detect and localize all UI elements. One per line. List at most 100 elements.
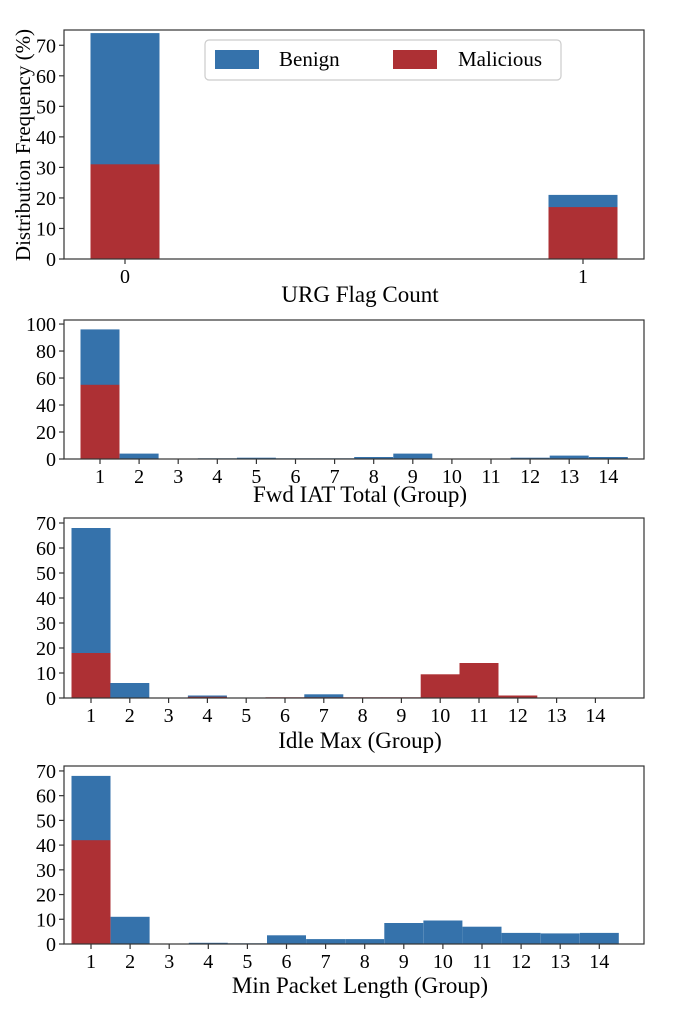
y-tick-label: 60 <box>36 538 56 560</box>
x-tick-label: 4 <box>212 466 222 488</box>
benign-bar-6 <box>267 935 306 944</box>
y-tick-label: 40 <box>36 395 56 417</box>
x-tick-label: 14 <box>598 466 618 488</box>
malicious-bar-12 <box>498 695 538 698</box>
legend-malicious-swatch <box>393 50 437 69</box>
x-tick-label: 3 <box>173 466 183 488</box>
benign-bar-7 <box>304 694 344 699</box>
benign-bar-9 <box>393 453 433 459</box>
y-tick-label: 10 <box>36 909 56 931</box>
x-tick-label: 11 <box>481 466 500 488</box>
x-tick-label: 14 <box>589 951 609 973</box>
x-tick-label: 13 <box>550 951 570 973</box>
legend-benign-swatch <box>215 50 259 69</box>
x-tick-label: 3 <box>164 705 174 727</box>
malicious-bar-1 <box>80 384 120 459</box>
x-tick-label: 9 <box>396 705 406 727</box>
x-axis-label: URG Flag Count <box>281 282 439 307</box>
y-tick-label: 40 <box>36 835 56 857</box>
x-tick-label: 11 <box>472 951 491 973</box>
y-tick-label: 40 <box>36 127 56 149</box>
y-tick-label: 50 <box>36 563 56 585</box>
x-tick-label: 10 <box>442 466 462 488</box>
benign-bar-14 <box>579 932 619 944</box>
x-tick-label: 0 <box>120 266 130 288</box>
benign-bar-11 <box>462 926 502 944</box>
x-tick-label: 2 <box>134 466 144 488</box>
y-tick-label: 20 <box>36 638 56 660</box>
x-tick-label: 13 <box>559 466 579 488</box>
plot-frame <box>63 765 645 945</box>
y-tick-label: 50 <box>36 810 56 832</box>
y-tick-label: 0 <box>46 688 56 710</box>
x-tick-label: 8 <box>358 705 368 727</box>
malicious-bar-1 <box>71 840 111 944</box>
benign-bar-14 <box>588 457 628 459</box>
x-tick-label: 9 <box>399 951 409 973</box>
malicious-bar-11 <box>459 663 499 698</box>
y-tick-label: 30 <box>36 157 56 179</box>
y-tick-label: 60 <box>36 66 56 88</box>
plot-frame <box>63 29 645 260</box>
y-tick-label: 70 <box>36 513 56 535</box>
legend: Benign Malicious <box>204 39 562 81</box>
x-tick-label: 14 <box>585 705 605 727</box>
legend-frame <box>204 39 562 81</box>
benign-bar-12 <box>501 932 541 944</box>
y-tick-label: 20 <box>36 885 56 907</box>
x-tick-label: 10 <box>430 705 450 727</box>
benign-bar-5 <box>236 457 276 459</box>
y-tick-label: 20 <box>36 188 56 210</box>
benign-bar-8 <box>354 457 394 459</box>
x-tick-label: 8 <box>369 466 379 488</box>
x-tick-label: 6 <box>280 705 290 727</box>
y-tick-label: 60 <box>36 786 56 808</box>
x-tick-label: 4 <box>202 705 212 727</box>
y-tick-label: 60 <box>36 368 56 390</box>
y-tick-label: 30 <box>36 860 56 882</box>
x-tick-label: 4 <box>203 951 213 973</box>
x-tick-label: 1 <box>578 266 588 288</box>
y-tick-label: 10 <box>36 663 56 685</box>
benign-bar-2 <box>110 683 150 698</box>
malicious-bar-1 <box>548 207 618 259</box>
x-tick-label: 5 <box>251 466 261 488</box>
malicious-bar-10 <box>420 674 460 699</box>
x-tick-label: 12 <box>508 705 528 727</box>
x-tick-label: 12 <box>520 466 540 488</box>
y-tick-label: 50 <box>36 96 56 118</box>
x-tick-label: 7 <box>321 951 331 973</box>
legend-benign-label: Benign <box>279 47 340 71</box>
x-tick-label: 7 <box>319 705 329 727</box>
x-axis-label: Fwd IAT Total (Group) <box>253 482 467 507</box>
x-tick-label: 12 <box>511 951 531 973</box>
benign-bar-7 <box>306 939 346 944</box>
x-tick-label: 1 <box>86 705 96 727</box>
x-tick-label: 3 <box>164 951 174 973</box>
x-tick-label: 6 <box>291 466 301 488</box>
malicious-bar-0 <box>90 164 160 259</box>
malicious-bar-1 <box>71 653 111 698</box>
benign-bar-10 <box>423 920 463 944</box>
benign-bar-8 <box>345 939 385 944</box>
x-tick-label: 5 <box>241 705 251 727</box>
y-tick-label: 70 <box>36 761 56 783</box>
y-axis-label: Distribution Frequency (%) <box>11 29 35 261</box>
y-tick-label: 70 <box>36 35 56 57</box>
y-tick-label: 0 <box>46 449 56 471</box>
y-tick-label: 20 <box>36 422 56 444</box>
benign-bar-13 <box>549 455 589 459</box>
y-tick-label: 40 <box>36 588 56 610</box>
y-tick-label: 10 <box>36 218 56 240</box>
y-tick-label: 0 <box>46 249 56 271</box>
x-tick-label: 1 <box>86 951 96 973</box>
benign-bar-2 <box>110 916 150 944</box>
plot-frame <box>63 319 645 460</box>
x-tick-label: 6 <box>282 951 292 973</box>
x-tick-label: 2 <box>125 705 135 727</box>
